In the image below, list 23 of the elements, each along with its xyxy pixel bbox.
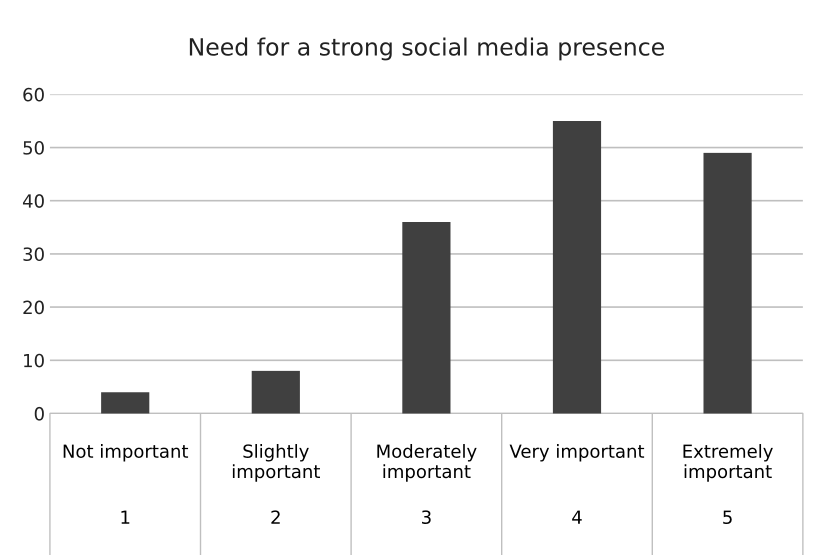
y-tick-label: 20 [23, 300, 44, 314]
bar [252, 370, 300, 414]
text: 4 [572, 510, 582, 524]
y-tick-label: 0 [34, 406, 44, 421]
bar [101, 392, 150, 414]
x-tick-label: Not important [64, 444, 188, 462]
text: 1 [121, 510, 130, 524]
y-tick-label: 10 [24, 354, 44, 368]
bar [703, 152, 752, 414]
bar [552, 120, 602, 414]
text: 3 [422, 510, 431, 524]
x-tick-label: Slightly important [232, 444, 320, 482]
text: 5 [723, 510, 732, 524]
y-tick-label: 40 [22, 194, 44, 208]
y-tick-label: 50 [23, 140, 44, 155]
x-tick-label: Very important [510, 444, 644, 462]
x-tick-label: Moderately important [377, 444, 477, 482]
y-tick-label: 30 [23, 247, 44, 262]
x-tick-label: Extremely important [684, 444, 773, 482]
bar [402, 222, 450, 414]
text: 2 [271, 510, 280, 524]
chart-title: Need for a strong social media presence [190, 38, 664, 60]
y-tick-label: 60 [23, 88, 44, 102]
